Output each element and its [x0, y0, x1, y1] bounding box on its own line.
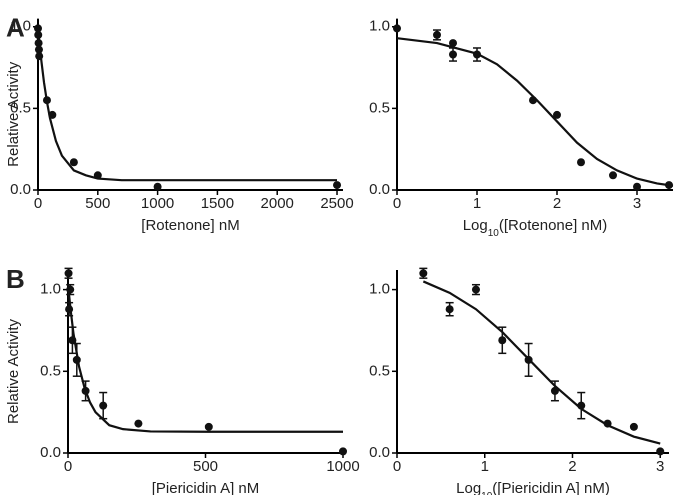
data-point — [665, 181, 673, 190]
data-point — [656, 447, 665, 456]
data-point — [48, 110, 57, 119]
data-point — [629, 422, 638, 431]
x-tick-label: 500 — [85, 195, 110, 212]
x-tick-label: 1 — [473, 195, 481, 212]
x-tick-label: 2 — [553, 195, 561, 212]
x-axis-label: [Rotenone] nM — [141, 217, 239, 234]
x-tick-label: 0 — [393, 458, 401, 475]
fit-curve — [66, 284, 343, 433]
data-point — [633, 182, 641, 191]
data-point — [34, 30, 43, 39]
x-axis-label: Log10([Piericidin A] nM) — [456, 480, 610, 495]
y-tick-label: 0.0 — [369, 444, 390, 461]
x-tick-label: 1 — [481, 458, 489, 475]
data-point — [42, 96, 51, 105]
data-point — [81, 386, 90, 395]
fit-curve — [36, 26, 338, 182]
data-point — [498, 336, 507, 345]
fit-curve — [396, 37, 674, 187]
data-point — [550, 386, 559, 395]
y-tick-label: 1.0 — [10, 18, 31, 35]
data-point — [93, 171, 102, 180]
data-point — [34, 39, 43, 48]
x-axis-label-part: ([Piericidin A] nM) — [492, 480, 610, 495]
data-point — [524, 355, 533, 364]
x-tick-label: 3 — [633, 195, 641, 212]
y-axis-label: Relative Activity — [5, 61, 22, 167]
x-tick-label: 3 — [656, 458, 664, 475]
data-point — [445, 305, 454, 314]
x-axis-label-part: Log — [463, 217, 488, 234]
data-point — [66, 285, 75, 294]
data-point — [333, 181, 342, 190]
x-axis-label: [Piericidin A] nM — [152, 480, 260, 495]
y-tick-label: 1.0 — [369, 281, 390, 298]
data-point — [65, 305, 74, 314]
x-tick-label: 2500 — [320, 195, 353, 212]
y-tick-label: 0.5 — [369, 99, 390, 116]
x-axis-label: Log10([Rotenone] nM) — [463, 217, 608, 239]
data-point — [473, 50, 481, 59]
x-tick-label: 2000 — [261, 195, 294, 212]
x-axis-label-part: 10 — [488, 228, 500, 239]
data-point — [449, 39, 457, 48]
y-tick-label: 0.0 — [40, 444, 61, 461]
y-tick-label: 1.0 — [369, 18, 390, 35]
x-tick-label: 2 — [568, 458, 576, 475]
data-point — [339, 447, 347, 456]
x-axis-label-part: Log — [456, 480, 481, 495]
x-tick-label: 0 — [393, 195, 401, 212]
y-tick-label: 0.0 — [369, 181, 390, 198]
data-point — [603, 419, 612, 428]
data-point — [433, 30, 441, 39]
data-point — [153, 182, 162, 191]
y-tick-label: 0.5 — [40, 362, 61, 379]
data-point — [393, 24, 401, 33]
fit-curve — [422, 280, 661, 445]
data-point — [449, 50, 457, 59]
y-tick-label: 0.5 — [10, 99, 31, 116]
x-tick-label: 1000 — [326, 458, 359, 475]
data-point — [35, 52, 44, 61]
y-axis-label: Relative Activity — [5, 318, 22, 424]
x-tick-label: 500 — [193, 458, 218, 475]
x-tick-label: 1000 — [141, 195, 174, 212]
x-tick-label: 0 — [34, 195, 42, 212]
data-point — [553, 110, 561, 119]
data-point — [34, 24, 42, 33]
x-axis-label-part: ([Rotenone] nM) — [499, 217, 607, 234]
x-axis-label-part: 10 — [481, 491, 493, 495]
data-point — [34, 45, 43, 54]
data-point — [134, 419, 143, 428]
x-tick-label: 0 — [64, 458, 72, 475]
x-tick-label: 1500 — [201, 195, 234, 212]
data-point — [419, 269, 428, 278]
data-point — [72, 355, 81, 364]
data-point — [69, 158, 78, 167]
data-point — [577, 158, 585, 167]
data-point — [609, 171, 617, 180]
panel-label: A — [6, 13, 25, 43]
data-point — [64, 269, 73, 278]
data-point — [99, 401, 108, 410]
panel-label: B — [6, 264, 25, 294]
y-tick-label: 1.0 — [40, 281, 61, 298]
data-point — [577, 401, 586, 410]
data-point — [471, 285, 480, 294]
data-point — [529, 96, 537, 105]
y-tick-label: 0.0 — [10, 181, 31, 198]
y-tick-label: 0.5 — [369, 362, 390, 379]
data-point — [68, 336, 77, 345]
data-point — [204, 422, 213, 431]
